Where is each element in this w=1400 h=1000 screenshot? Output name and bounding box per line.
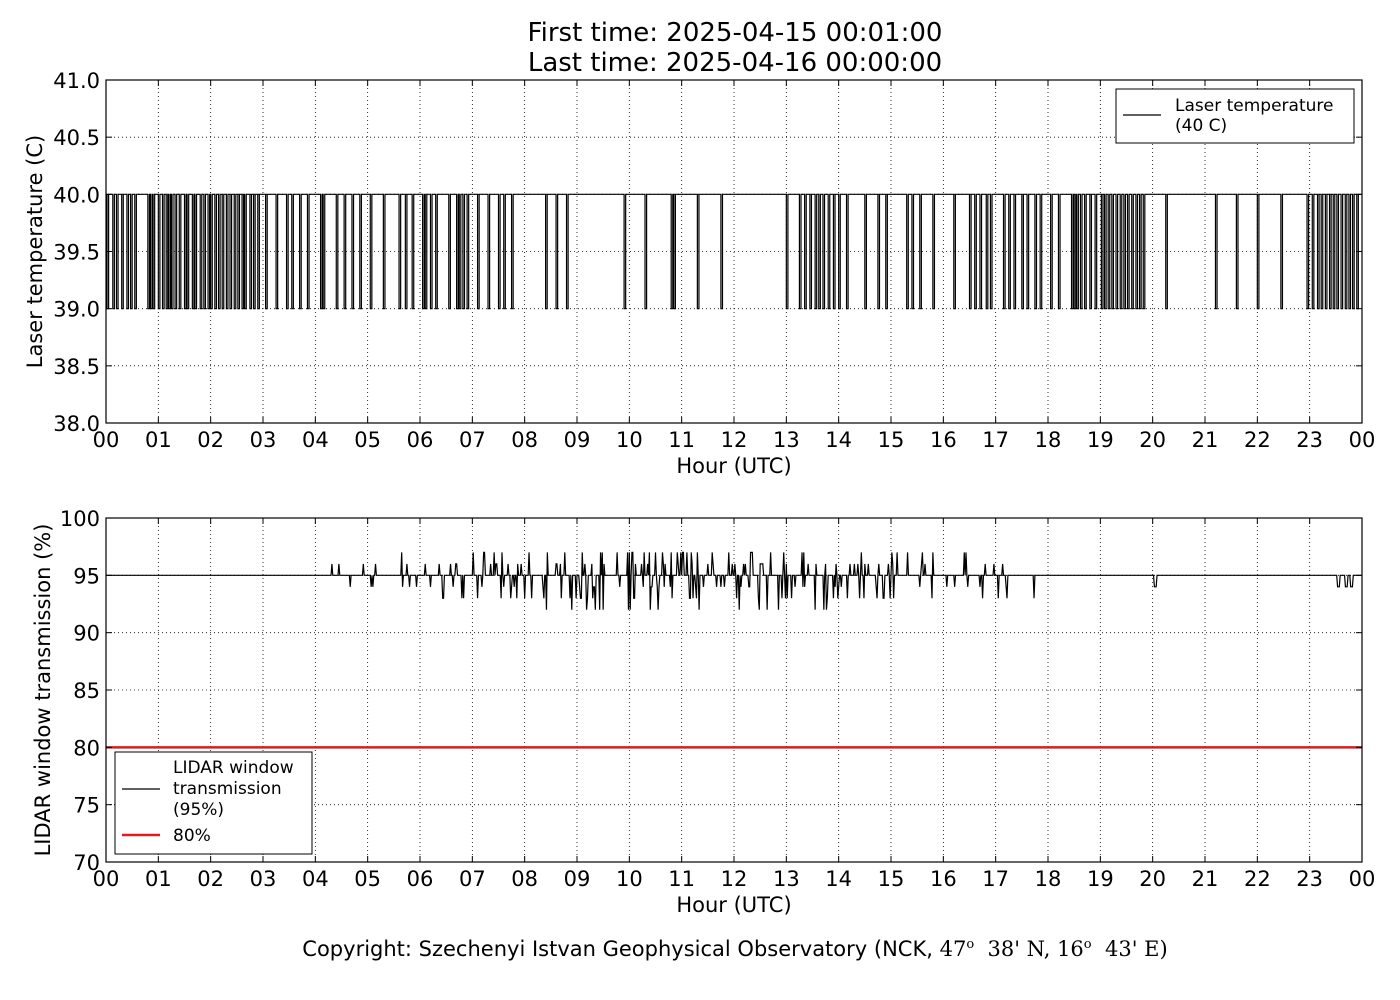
x-tick-label: 02 [197, 867, 224, 891]
x-tick-label: 15 [878, 867, 905, 891]
x-tick-label: 16 [930, 428, 957, 452]
x-tick-label: 22 [1244, 867, 1271, 891]
legend-box [1115, 88, 1355, 144]
legend-label: LIDAR window [173, 758, 294, 778]
x-tick-label: 01 [145, 428, 172, 452]
x-tick-label: 03 [250, 428, 277, 452]
x-tick-label: 19 [1087, 867, 1114, 891]
legend-label: (95%) [173, 800, 224, 820]
y-tick-label: 40.0 [53, 183, 100, 207]
x-tick-label: 18 [1035, 428, 1062, 452]
y-tick-label: 39.0 [53, 298, 100, 322]
x-tick-label: 13 [773, 867, 800, 891]
x-tick-label: 21 [1192, 867, 1219, 891]
x-tick-label: 16 [930, 867, 957, 891]
chart-title-first-time: First time: 2025-04-15 00:01:00 [527, 18, 943, 48]
copyright-text: Copyright: Szechenyi Istvan Geophysical … [302, 937, 1168, 961]
x-tick-label: 00 [93, 428, 120, 452]
x-tick-label: 05 [354, 428, 381, 452]
y-tick-label: 100 [60, 507, 100, 531]
x-tick-label: 08 [511, 867, 538, 891]
x-tick-label: 05 [354, 867, 381, 891]
y-axis-label: Laser temperature (C) [23, 135, 47, 368]
x-tick-label: 11 [668, 867, 695, 891]
x-tick-label: 10 [616, 428, 643, 452]
legend: Laser temperature(40 C) [1115, 88, 1355, 144]
series-line-1 [106, 193, 1362, 310]
chart-panel-1: 00 01 02 03 04 05 06 07 08 09 10 11 12 13 14 15 16 17 18 19… [23, 69, 1375, 478]
x-tick-label: 14 [825, 867, 852, 891]
x-tick-label: 00 [93, 867, 120, 891]
x-tick-label: 23 [1296, 428, 1323, 452]
x-axis-label: Hour (UTC) [676, 893, 791, 917]
chart-title-last-time: Last time: 2025-04-16 00:00:00 [527, 48, 943, 78]
legend-label: (40 C) [1175, 116, 1227, 136]
y-tick-label: 41.0 [53, 69, 100, 93]
y-tick-label: 39.5 [53, 241, 100, 265]
x-tick-label: 00 [1349, 867, 1376, 891]
x-tick-label: 00 [1349, 428, 1376, 452]
x-tick-label: 23 [1296, 867, 1323, 891]
y-tick-label: 75 [73, 794, 100, 818]
x-tick-label: 20 [1139, 867, 1166, 891]
x-tick-label: 17 [982, 428, 1009, 452]
x-tick-label: 12 [721, 867, 748, 891]
x-tick-label: 01 [145, 867, 172, 891]
legend-label: 80% [173, 826, 211, 846]
x-tick-label: 08 [511, 428, 538, 452]
series-line-1 [106, 551, 1362, 610]
x-tick-label: 22 [1244, 428, 1271, 452]
x-tick-label: 15 [878, 428, 905, 452]
y-tick-label: 40.5 [53, 126, 100, 150]
x-tick-label: 10 [616, 867, 643, 891]
x-tick-label: 06 [407, 867, 434, 891]
x-tick-label: 04 [302, 867, 329, 891]
x-tick-label: 03 [250, 867, 277, 891]
x-tick-label: 11 [668, 428, 695, 452]
x-tick-label: 04 [302, 428, 329, 452]
x-tick-label: 17 [982, 867, 1009, 891]
legend-box [114, 751, 313, 855]
legend-label: Laser temperature [1175, 96, 1333, 116]
legend-label: transmission [173, 779, 282, 799]
x-tick-label: 09 [564, 867, 591, 891]
x-tick-label: 07 [459, 428, 486, 452]
x-tick-label: 07 [459, 867, 486, 891]
y-tick-label: 70 [73, 851, 100, 875]
y-tick-label: 38.5 [53, 355, 100, 379]
x-tick-label: 06 [407, 428, 434, 452]
y-tick-label: 80 [73, 736, 100, 760]
y-tick-label: 90 [73, 622, 100, 646]
x-tick-label: 12 [721, 428, 748, 452]
x-tick-label: 09 [564, 428, 591, 452]
chart-panel-2: 00 01 02 03 04 05 06 07 08 09 10 11 12 13 14 15 16 17 18 19… [31, 507, 1375, 917]
x-tick-label: 19 [1087, 428, 1114, 452]
y-tick-label: 95 [73, 564, 100, 588]
x-axis-label: Hour (UTC) [676, 454, 791, 478]
y-tick-label: 38.0 [53, 412, 100, 436]
x-tick-label: 21 [1192, 428, 1219, 452]
y-axis-label: LIDAR window transmission (%) [31, 524, 55, 857]
x-tick-label: 14 [825, 428, 852, 452]
y-tick-label: 85 [73, 679, 100, 703]
x-tick-label: 02 [197, 428, 224, 452]
x-tick-label: 20 [1139, 428, 1166, 452]
x-tick-label: 18 [1035, 867, 1062, 891]
x-tick-label: 13 [773, 428, 800, 452]
